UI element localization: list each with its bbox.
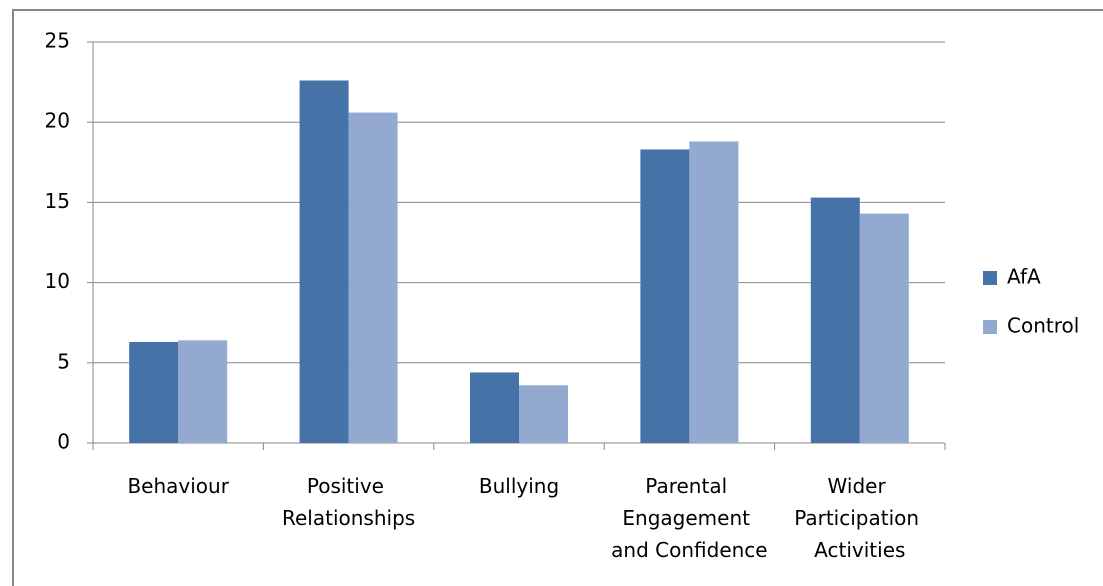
bar [178, 340, 228, 443]
y-tick-label: 0 [57, 430, 70, 454]
bar [470, 372, 519, 443]
legend-label: Control [1007, 314, 1079, 338]
x-tick-label: Positive Relationships [282, 474, 415, 530]
chart-frame [12, 9, 1103, 586]
legend-swatch [983, 320, 997, 334]
x-tick-label: Bullying [479, 474, 559, 498]
bar [689, 141, 739, 443]
y-tick-label: 25 [45, 29, 70, 53]
legend-label: AfA [1007, 265, 1041, 289]
bar [859, 213, 909, 443]
x-tick-label: Wider Participation Activities [794, 474, 925, 562]
bar [519, 385, 568, 443]
bar [348, 112, 398, 444]
y-tick-label: 5 [57, 349, 70, 373]
bar [299, 80, 349, 443]
bar [129, 341, 179, 443]
x-tick-label: Parental Engagement and Confidence [611, 474, 767, 562]
legend-swatch [983, 271, 997, 285]
y-tick-label: 20 [45, 109, 70, 133]
bar [640, 149, 690, 443]
bar [810, 197, 860, 443]
y-tick-label: 15 [45, 189, 70, 213]
y-tick-label: 10 [45, 269, 70, 293]
x-tick-label: Behaviour [127, 474, 229, 498]
